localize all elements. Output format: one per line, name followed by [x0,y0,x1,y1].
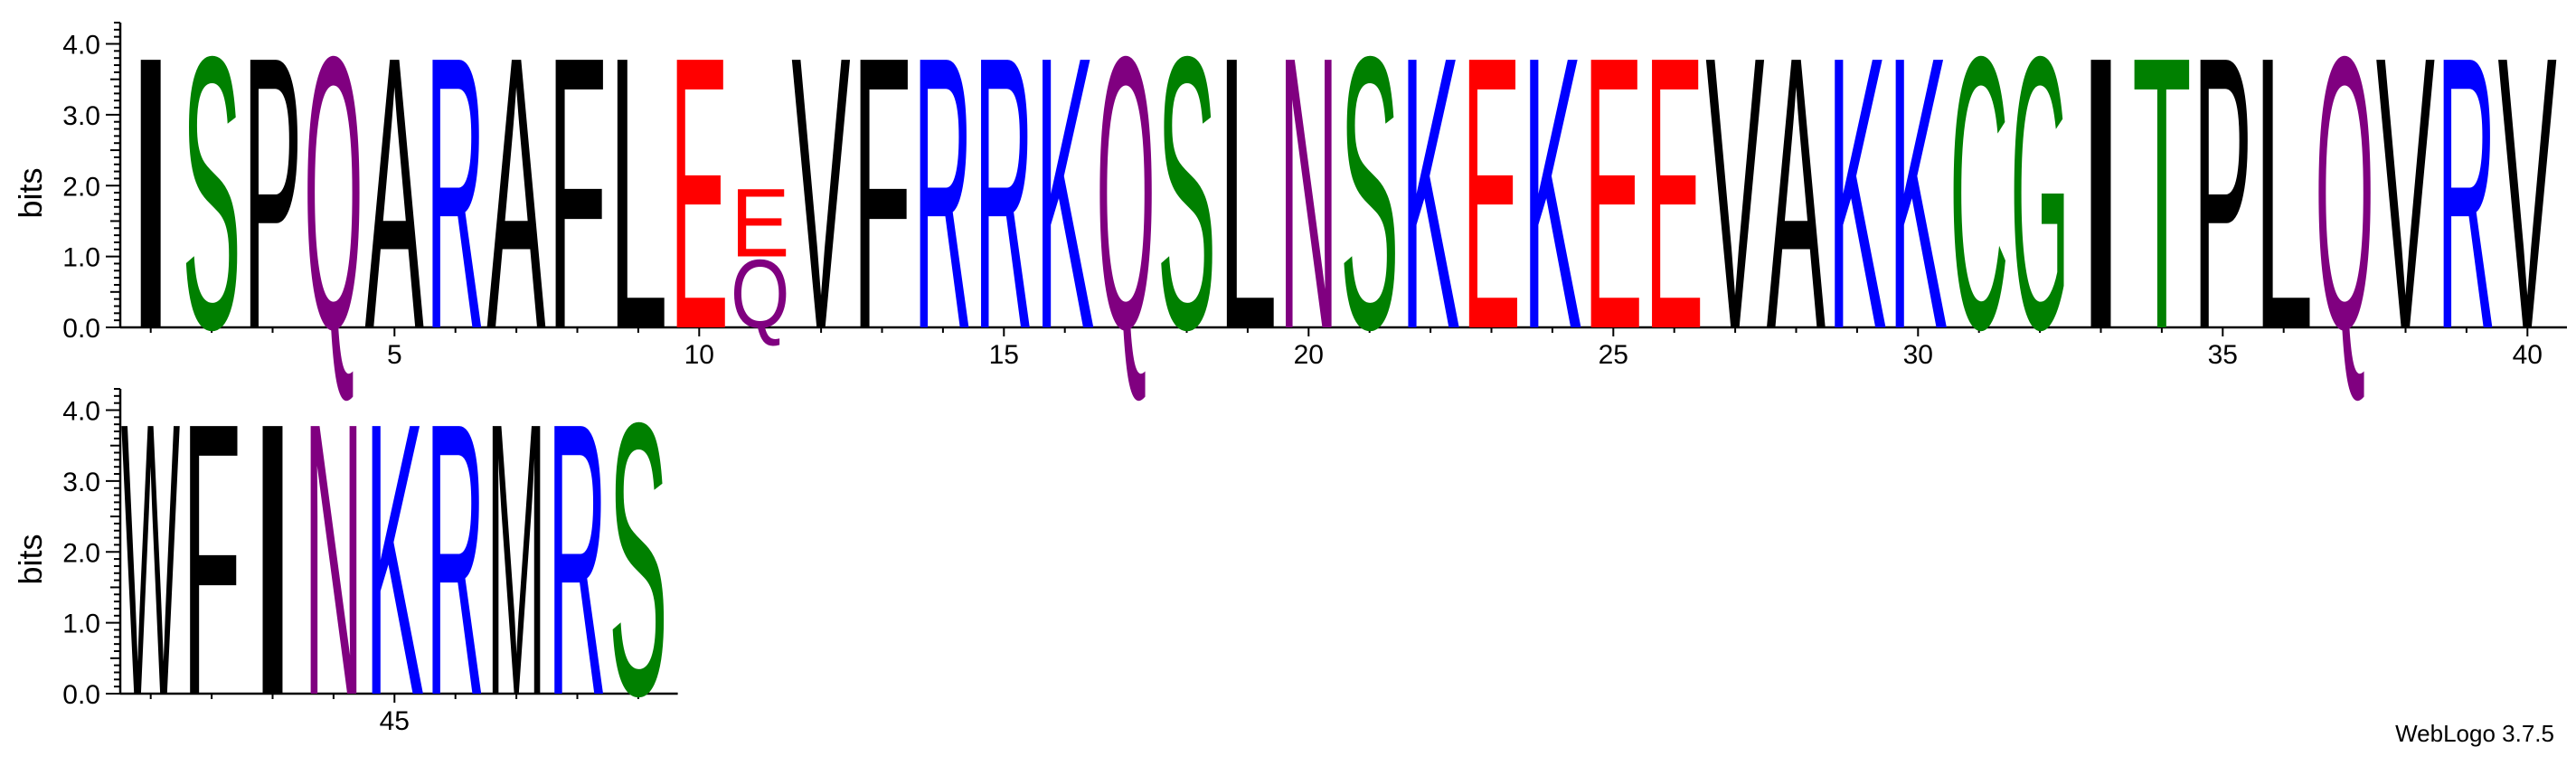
logo-letter-S: S [1157,0,1216,411]
logo-letter-R: R [426,342,485,766]
logo-letter-C: C [1949,0,2008,410]
logo-letter-Q: Q [1096,0,1155,411]
logo-letter-Q: Q [304,0,363,411]
logo-letter-F: F [548,0,607,411]
logo-letter-I: I [121,0,180,411]
x-tick-label: 40 [2513,340,2543,370]
y-tick-label: 0.0 [62,314,100,344]
logo-row-2: 0.0 1.0 2.0 3.0 4.0 bits 45 W F I N K R M R S [12,341,678,766]
logo-letter-E: E [731,168,789,277]
x-tick-label: 25 [1599,340,1628,370]
x-tick-label: 5 [387,340,402,370]
logo-letter-M: M [486,341,545,766]
logo-letter-S: S [609,344,667,766]
logo-letter-L: L [2254,0,2313,410]
y-tick-label: 3.0 [62,101,100,131]
logo-letter-L: L [609,0,667,410]
x-tick-label: 15 [989,340,1019,370]
logo-letter-L: L [1218,0,1277,410]
y-tick-label: 0.0 [62,680,100,710]
logo-letter-K: K [365,344,424,766]
y-axis-label: bits [12,167,49,218]
logo-letter-I: I [2071,0,2130,411]
logo-letter-R: R [426,0,485,410]
logo-letter-A: A [1767,0,1826,411]
logo-letter-R: R [548,342,607,766]
x-tick-label: 30 [1903,340,1933,370]
logo-letter-K: K [1035,0,1094,411]
logo-letter-V: V [2498,0,2558,411]
y-axis-label: bits [12,534,49,584]
logo-letter-N: N [1279,0,1338,410]
logo-letter-V: V [791,0,851,411]
logo-letter-E: E [1462,0,1521,411]
logo-letter-E: E [670,0,729,411]
logo-letter-N: N [304,342,363,766]
logo-letter-A: A [486,0,546,411]
logo-letter-W: W [121,343,181,766]
logo-letter-K: K [1827,0,1886,411]
logo-letter-S: S [1340,0,1399,411]
x-tick-label: 35 [2208,340,2238,370]
logo-letter-K: K [1401,0,1459,411]
weblogo-version-label: WebLogo 3.7.5 [2395,720,2554,747]
y-tick-label: 1.0 [62,610,100,639]
logo-letter-E: E [1645,0,1703,411]
logo-letter-R: R [913,0,972,410]
logo-letter-G: G [2010,0,2069,411]
y-tick-label: 2.0 [62,538,100,568]
logo-letter-R: R [2437,0,2496,410]
logo-letter-Q: Q [731,241,789,348]
logo-letter-P: P [2194,0,2252,411]
logo-letter-T: T [2132,0,2191,411]
y-tick-label: 1.0 [62,243,100,273]
y-tick-label: 4.0 [62,397,100,427]
logo-letter-A: A [365,0,425,411]
logo-letter-F: F [853,0,911,411]
y-tick-label: 3.0 [62,468,100,497]
logo-letter-F: F [182,343,241,766]
logo-letter-K: K [1523,0,1581,411]
logo-letter-R: R [975,0,1033,410]
logo-letter-I: I [243,343,302,766]
logo-letter-S: S [182,0,241,411]
logo-letter-P: P [243,0,302,411]
y-tick-label: 4.0 [62,31,100,61]
logo-letter-K: K [1889,0,1948,411]
y-tick-label: 2.0 [62,172,100,202]
logo-letter-E: E [1584,0,1643,411]
x-tick-label: 20 [1294,340,1324,370]
logo-letter-Q: Q [2315,0,2373,411]
logo-letter-V: V [2376,0,2436,411]
logo-letter-V: V [1705,0,1765,411]
x-tick-label: 10 [684,340,714,370]
x-tick-label: 45 [380,706,410,736]
